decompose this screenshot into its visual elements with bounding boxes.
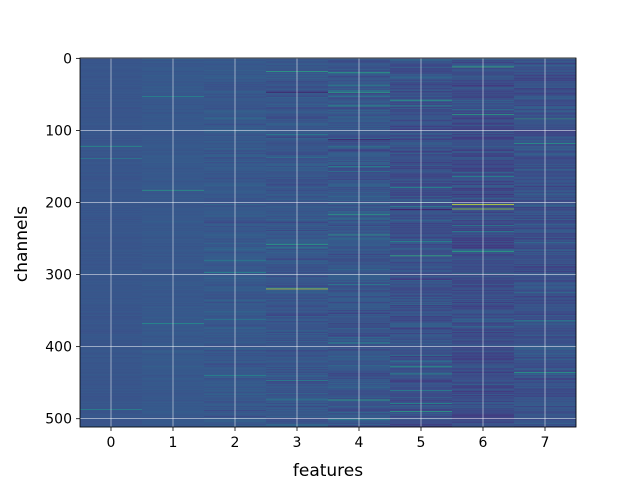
x-tick-label: 1: [169, 435, 178, 451]
x-tick-label: 3: [293, 435, 302, 451]
y-tick-label: 0: [63, 51, 72, 67]
x-tick-label: 0: [107, 435, 116, 451]
y-tick-label: 500: [45, 412, 72, 428]
x-axis-label: features: [293, 461, 363, 480]
y-axis-ticks: 0 100 200 300 400 500: [45, 51, 80, 428]
x-tick-label: 7: [541, 435, 550, 451]
x-tick-label: 2: [231, 435, 240, 451]
x-tick-label: 5: [417, 435, 426, 451]
y-axis-label: channels: [12, 206, 32, 282]
x-tick-label: 6: [479, 435, 488, 451]
heatmap-cells: [80, 58, 577, 428]
y-tick-label: 400: [45, 340, 72, 356]
y-tick-label: 100: [45, 123, 72, 139]
plot-frame: [79, 57, 577, 428]
y-tick-label: 300: [45, 268, 72, 284]
x-axis-ticks: 0 1 2 3 4 5 6 7: [107, 427, 550, 451]
y-tick-label: 200: [45, 196, 72, 212]
grid-lines: [80, 58, 576, 427]
x-tick-label: 4: [355, 435, 364, 451]
